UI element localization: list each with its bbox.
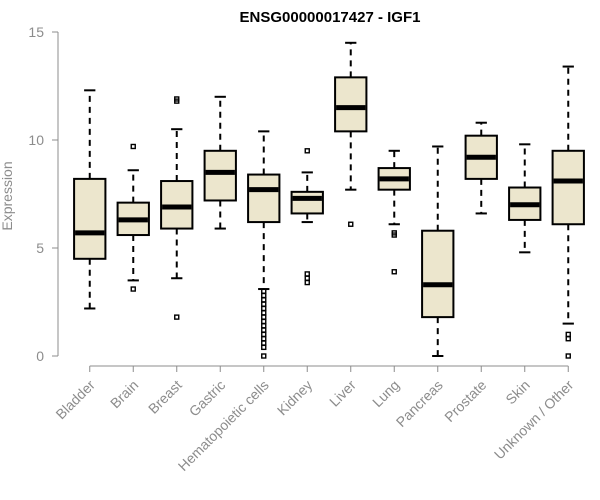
box-brain xyxy=(116,143,150,292)
y-tick-label: 5 xyxy=(36,240,44,256)
outlier-point xyxy=(261,353,267,359)
outlier-point xyxy=(261,297,267,303)
box-breast xyxy=(160,96,194,320)
outlier-point xyxy=(261,344,267,351)
iqr-box xyxy=(290,190,324,215)
box-bladder xyxy=(73,89,107,310)
x-tick-label: Liver xyxy=(326,377,359,410)
outlier-point xyxy=(261,318,267,325)
y-tick-label: 10 xyxy=(28,132,44,148)
outlier-point xyxy=(174,96,180,102)
chart-title: ENSG00000017427 - IGF1 xyxy=(240,9,421,26)
x-tick-label: Breast xyxy=(145,377,185,417)
box-pancreas xyxy=(421,145,455,357)
iqr-box xyxy=(203,149,237,202)
outlier-point xyxy=(261,323,267,329)
x-tick-label: Prostate xyxy=(441,377,489,425)
y-axis-label: Expression xyxy=(0,161,15,230)
outlier-point xyxy=(174,314,180,320)
y-tick-label: 15 xyxy=(28,24,44,40)
outlier-point xyxy=(261,310,267,316)
box-liver xyxy=(334,41,368,227)
iqr-box xyxy=(247,173,281,224)
iqr-box xyxy=(334,76,368,133)
x-tick-label: Gastric xyxy=(186,377,229,420)
box-prostate xyxy=(464,121,498,215)
outlier-point xyxy=(130,286,136,292)
outlier-point xyxy=(565,336,571,342)
outlier-point xyxy=(261,327,267,333)
outlier-point xyxy=(565,331,571,338)
outlier-point xyxy=(261,305,267,312)
outlier-point xyxy=(261,301,267,307)
x-tick-label: Skin xyxy=(502,377,533,408)
outlier-point xyxy=(391,269,397,275)
box-hematopoietic-cells xyxy=(247,130,281,359)
iqr-box xyxy=(73,177,107,260)
x-tick-label: Kidney xyxy=(274,377,316,419)
outlier-point xyxy=(304,275,310,281)
iqr-box xyxy=(421,229,455,319)
outlier-point xyxy=(261,288,267,294)
outlier-point xyxy=(565,353,571,359)
outlier-point xyxy=(304,279,310,286)
x-tick-label: Bladder xyxy=(52,377,98,423)
outlier-point xyxy=(348,221,354,227)
box-gastric xyxy=(203,95,237,230)
outlier-point xyxy=(261,292,267,299)
box-unknown-other xyxy=(551,65,585,359)
x-tick-label: Unknown / Other xyxy=(491,377,577,463)
outlier-point xyxy=(304,271,310,277)
plot-area xyxy=(73,41,585,359)
outlier-point xyxy=(261,336,267,342)
y-tick-label: 0 xyxy=(36,348,44,364)
box-lung xyxy=(377,149,411,275)
y-axis: 0 5 10 15 xyxy=(28,24,59,364)
outlier-point xyxy=(261,314,267,320)
x-tick-label: Pancreas xyxy=(393,377,446,430)
box-kidney xyxy=(290,148,324,286)
box-skin xyxy=(508,143,542,254)
x-tick-label: Brain xyxy=(107,377,141,411)
outlier-point xyxy=(130,143,136,150)
outlier-point xyxy=(304,148,310,154)
x-tick-label: Lung xyxy=(369,377,402,410)
outlier-point xyxy=(261,340,267,346)
outlier-point xyxy=(391,230,397,236)
iqr-box xyxy=(551,149,585,226)
outlier-point xyxy=(261,331,267,338)
